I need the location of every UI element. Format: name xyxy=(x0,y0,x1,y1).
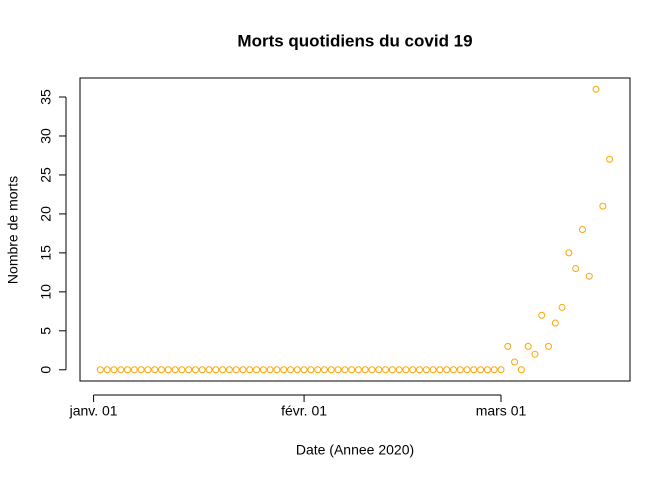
point xyxy=(565,249,573,257)
point xyxy=(422,366,430,374)
point xyxy=(246,366,254,374)
point xyxy=(375,366,383,374)
point xyxy=(572,264,580,272)
point xyxy=(409,366,417,374)
plot-box xyxy=(79,77,631,382)
point xyxy=(124,366,132,374)
point xyxy=(171,366,179,374)
y-tick-label: 5 xyxy=(38,327,54,335)
point xyxy=(178,366,186,374)
point xyxy=(477,366,485,374)
x-axis-label: Date (Annee 2020) xyxy=(296,442,414,458)
point xyxy=(137,366,145,374)
point xyxy=(307,366,315,374)
point xyxy=(449,366,457,374)
x-tick-label: janv. 01 xyxy=(69,403,118,419)
point xyxy=(511,358,519,366)
point xyxy=(524,342,532,350)
point xyxy=(300,366,308,374)
point xyxy=(117,366,125,374)
point xyxy=(354,366,362,374)
point xyxy=(470,366,478,374)
point xyxy=(273,366,281,374)
point xyxy=(110,366,118,374)
point xyxy=(341,366,349,374)
y-tick-label: 10 xyxy=(38,284,54,300)
point xyxy=(164,366,172,374)
y-tick-label: 25 xyxy=(38,167,54,183)
point xyxy=(314,366,322,374)
y-tick-label: 30 xyxy=(38,128,54,144)
point xyxy=(253,366,261,374)
point xyxy=(388,366,396,374)
point xyxy=(490,366,498,374)
point xyxy=(327,366,335,374)
point xyxy=(368,366,376,374)
point xyxy=(185,366,193,374)
point xyxy=(293,366,301,374)
point xyxy=(320,366,328,374)
point xyxy=(348,366,356,374)
y-axis-label: Nombre de morts xyxy=(5,176,21,284)
point xyxy=(456,366,464,374)
point xyxy=(266,366,274,374)
point xyxy=(212,366,220,374)
point xyxy=(205,366,213,374)
point xyxy=(443,366,451,374)
point xyxy=(538,311,546,319)
point xyxy=(259,366,267,374)
y-tick-label: 20 xyxy=(38,206,54,222)
point xyxy=(429,366,437,374)
point xyxy=(96,366,104,374)
point xyxy=(551,319,559,327)
point xyxy=(545,342,553,350)
point xyxy=(219,366,227,374)
point xyxy=(578,226,586,233)
point xyxy=(395,366,403,374)
point xyxy=(497,366,505,374)
point xyxy=(606,155,614,163)
point xyxy=(280,366,288,374)
point xyxy=(592,85,600,93)
point xyxy=(504,342,512,350)
point xyxy=(463,366,471,374)
point xyxy=(416,366,424,374)
y-tick-label: 0 xyxy=(38,366,54,374)
point xyxy=(157,366,165,374)
point xyxy=(517,366,525,374)
x-tick-label: mars 01 xyxy=(476,403,527,419)
point xyxy=(225,366,233,374)
point xyxy=(286,366,294,374)
point xyxy=(334,366,342,374)
point xyxy=(558,303,566,311)
point xyxy=(130,366,138,374)
point xyxy=(531,350,539,358)
point xyxy=(599,202,607,210)
point xyxy=(361,366,369,374)
chart-title: Morts quotidiens du covid 19 xyxy=(237,31,472,50)
point xyxy=(191,366,199,374)
point xyxy=(144,366,152,374)
point xyxy=(151,366,159,374)
point xyxy=(483,366,491,374)
point xyxy=(198,366,206,374)
point xyxy=(382,366,390,374)
y-tick-label: 35 xyxy=(38,89,54,105)
point xyxy=(436,366,444,374)
y-tick-label: 15 xyxy=(38,245,54,261)
x-tick-label: févr. 01 xyxy=(281,403,327,419)
point xyxy=(402,366,410,374)
point xyxy=(103,366,111,374)
point xyxy=(585,272,593,280)
point xyxy=(239,366,247,374)
point xyxy=(232,366,240,374)
